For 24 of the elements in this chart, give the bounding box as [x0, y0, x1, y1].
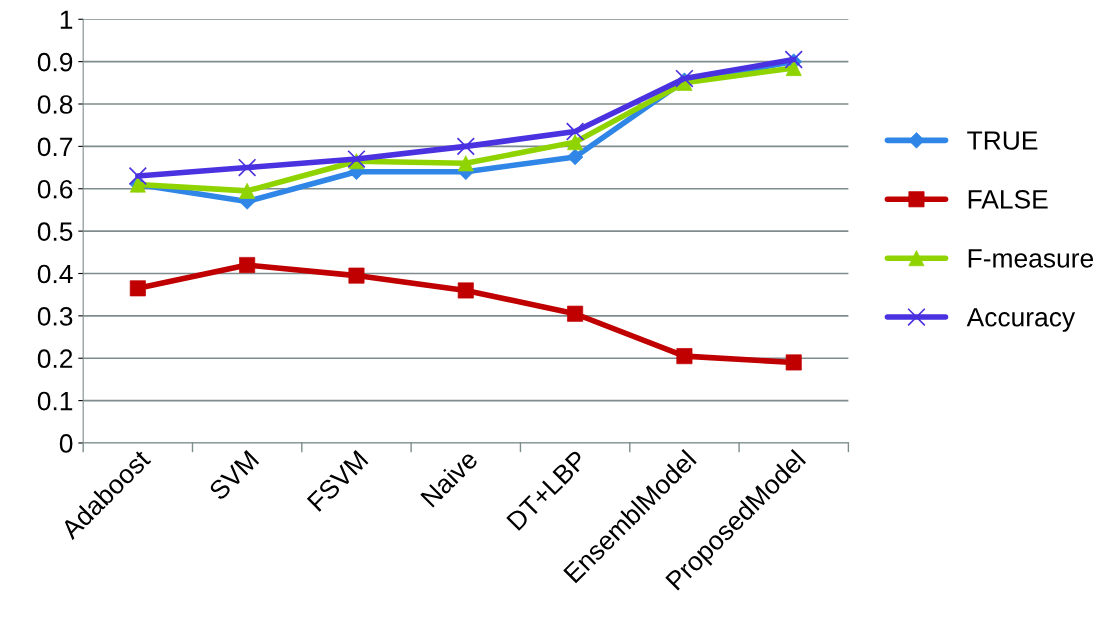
y-tick-label: 1 [60, 10, 73, 29]
y-tick-label: 0.2 [37, 349, 73, 369]
point [567, 134, 584, 151]
point [128, 166, 148, 186]
y-tick-label: 0.5 [37, 222, 73, 241]
point [456, 137, 475, 156]
y-tick-label: 0.9 [37, 52, 73, 72]
point [567, 305, 584, 322]
y-tick-label: 0.4 [37, 264, 73, 284]
legend-label: Accuracy [966, 308, 1076, 332]
legend-label: F-measure [968, 249, 1094, 268]
y-tick-label: 0 [59, 434, 73, 453]
point [237, 158, 257, 177]
point [676, 348, 693, 365]
y-tick-label: 0.1 [37, 391, 73, 411]
point [347, 149, 366, 169]
y-tick-label: 0.7 [37, 137, 73, 157]
point [457, 155, 474, 172]
y-tick-label: 0.3 [37, 307, 73, 326]
point [565, 122, 585, 141]
y-tick-label: 0.6 [37, 179, 73, 199]
legend-label: TRUE [967, 131, 1038, 150]
y-tick-label: 0.8 [37, 95, 73, 114]
legend-label: FALSE [968, 190, 1048, 209]
